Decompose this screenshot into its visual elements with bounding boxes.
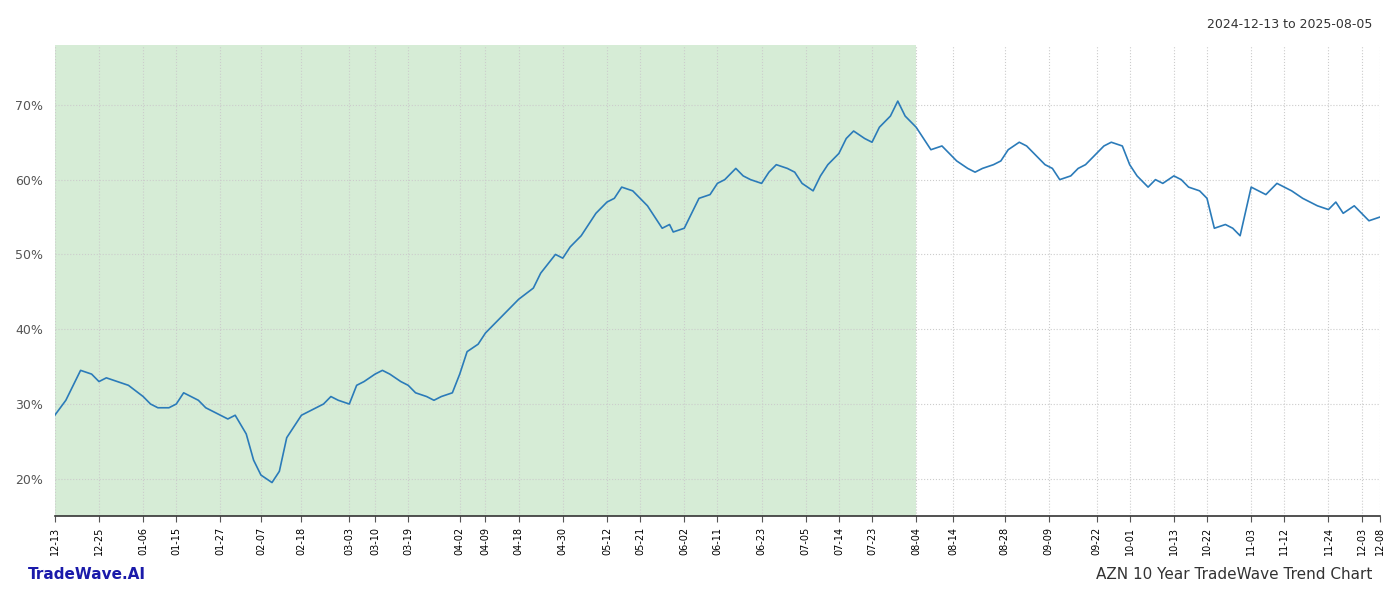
Text: TradeWave.AI: TradeWave.AI [28, 567, 146, 582]
Bar [55, 45, 916, 516]
Text: 2024-12-13 to 2025-08-05: 2024-12-13 to 2025-08-05 [1207, 18, 1372, 31]
Text: AZN 10 Year TradeWave Trend Chart: AZN 10 Year TradeWave Trend Chart [1096, 567, 1372, 582]
